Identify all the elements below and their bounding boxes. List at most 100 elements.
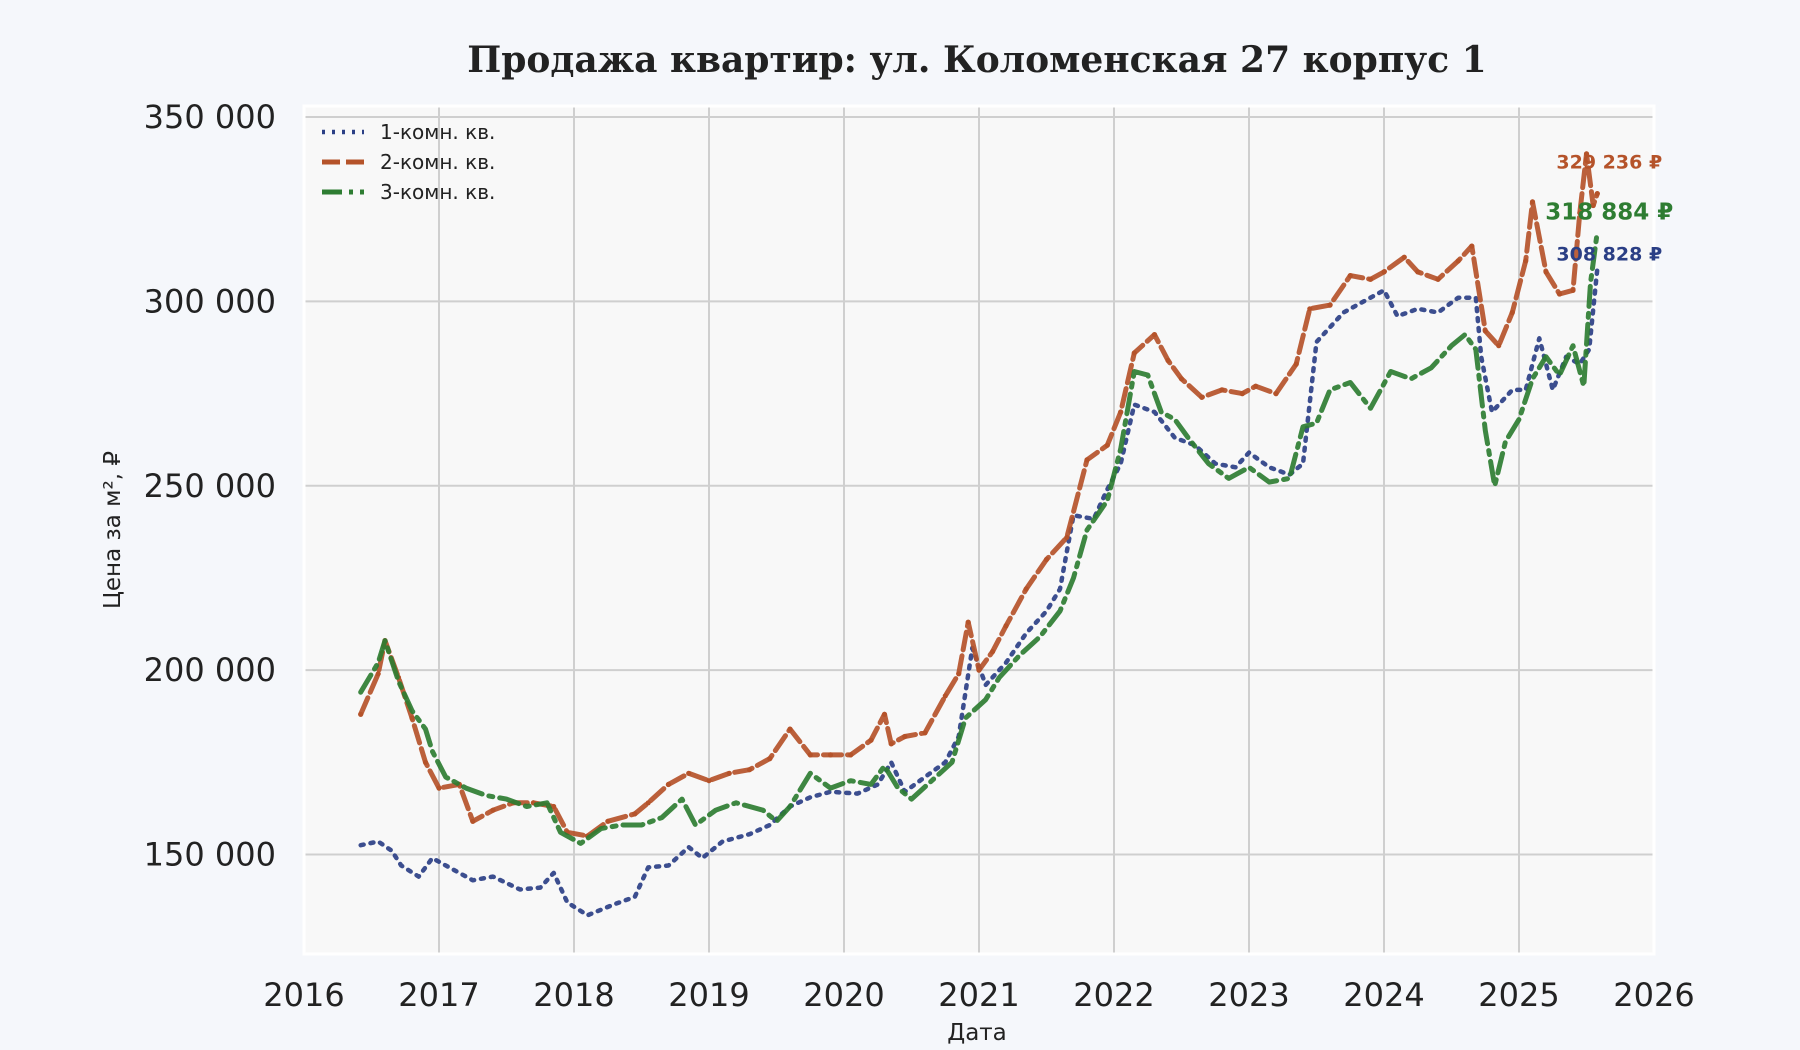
series-point-2room bbox=[1455, 258, 1461, 264]
series-point-2room bbox=[888, 741, 894, 747]
series-point-2room bbox=[1199, 394, 1205, 400]
series-point-2room bbox=[767, 756, 773, 762]
series-point-2room bbox=[665, 781, 672, 788]
x-tick-label: 2026 bbox=[1613, 976, 1694, 1014]
legend-label-2room: 2-комн. кв. bbox=[380, 150, 495, 174]
series-point-2room bbox=[436, 785, 442, 791]
series-point-2room bbox=[1367, 276, 1374, 282]
series-point-2room bbox=[807, 752, 813, 758]
series-point-2room bbox=[1523, 258, 1529, 264]
end-labels: 329 236 ₽ 318 884 ₽ 308 828 ₽ bbox=[1545, 151, 1673, 265]
legend-item-3room[interactable]: 3-комн. кв. bbox=[322, 180, 495, 204]
series-point-2room bbox=[706, 778, 712, 784]
series-point-2room bbox=[605, 818, 611, 824]
legend-item-2room[interactable]: 2-комн. кв. bbox=[322, 150, 495, 174]
series-point-2room bbox=[1570, 287, 1576, 293]
series-point-2room bbox=[1104, 442, 1110, 448]
series-point-2room bbox=[1347, 273, 1353, 279]
x-tick-label: 2018 bbox=[533, 976, 614, 1014]
series-point-2room bbox=[1023, 586, 1029, 592]
series-point-2room bbox=[1219, 387, 1225, 393]
series-point-2room bbox=[1415, 269, 1421, 275]
series-point-2room bbox=[1577, 210, 1583, 216]
series-point-2room bbox=[1482, 328, 1488, 334]
y-tick-label: 250 000 bbox=[144, 467, 276, 505]
series-point-2room bbox=[358, 711, 364, 717]
series-point-2room bbox=[868, 737, 874, 743]
series-point-2room bbox=[989, 649, 996, 655]
series-point-2room bbox=[1529, 199, 1536, 205]
series-point-2room bbox=[1064, 534, 1070, 541]
end-value-label-3room: 318 884 ₽ bbox=[1545, 200, 1673, 226]
series-line-3room[interactable] bbox=[358, 229, 1600, 846]
series-point-2room bbox=[965, 619, 971, 625]
series-point-2room bbox=[1469, 243, 1475, 249]
series-point-2room bbox=[409, 715, 415, 721]
series-point-2room bbox=[1307, 306, 1313, 312]
legend-item-1room[interactable]: 1-комн. кв. bbox=[322, 120, 495, 144]
legend: 1-комн. кв. 2-комн. кв. 3-комн. кв. bbox=[322, 120, 495, 204]
series-point-2room bbox=[1178, 376, 1185, 382]
series-point-2room bbox=[1509, 309, 1515, 316]
series-point-2room bbox=[726, 770, 732, 776]
x-axis-label: Дата bbox=[947, 1020, 1007, 1046]
series-point-2room bbox=[1043, 556, 1050, 563]
series-point-2room bbox=[1239, 391, 1245, 397]
plot-frame bbox=[302, 104, 1656, 956]
series-point-2room bbox=[881, 711, 888, 717]
series-point-2room bbox=[1381, 269, 1387, 275]
end-value-label-1room: 308 828 ₽ bbox=[1556, 243, 1662, 265]
series-point-2room bbox=[922, 730, 928, 736]
legend-label-3room: 3-комн. кв. bbox=[380, 180, 495, 204]
series-point-2room bbox=[1543, 269, 1549, 275]
y-tick-label: 200 000 bbox=[144, 651, 276, 689]
series-point-2room bbox=[470, 818, 476, 824]
x-tick-labels: 2016 2017 2018 2019 2020 2021 2022 2023 2024 2025… bbox=[263, 976, 1694, 1014]
x-tick-label: 2016 bbox=[263, 976, 344, 1014]
x-tick-label: 2020 bbox=[803, 976, 884, 1014]
x-tick-label: 2019 bbox=[668, 976, 749, 1014]
series-point-2room bbox=[1590, 202, 1596, 209]
series-point-2room bbox=[1583, 151, 1590, 157]
series-point-2room bbox=[1327, 302, 1333, 308]
series-point-2room bbox=[902, 733, 908, 740]
series-point-2room bbox=[375, 671, 381, 677]
series-point-2room bbox=[1496, 343, 1502, 349]
series-point-2room bbox=[1253, 383, 1259, 389]
series-point-2room bbox=[787, 726, 793, 732]
series-point-2room bbox=[1151, 332, 1158, 338]
y-tick-label: 350 000 bbox=[144, 98, 276, 136]
series-point-2room bbox=[422, 759, 429, 765]
x-tick-label: 2021 bbox=[938, 976, 1019, 1014]
x-tick-label: 2017 bbox=[398, 976, 479, 1014]
series-point-2room bbox=[1401, 254, 1407, 260]
chart-title: Продажа квартир: ул. Коломенская 27 корп… bbox=[467, 39, 1486, 81]
legend-label-1room: 1-комн. кв. bbox=[380, 120, 495, 144]
series-point-2room bbox=[827, 752, 834, 758]
series-layer bbox=[358, 151, 1600, 918]
x-tick-label: 2025 bbox=[1478, 976, 1559, 1014]
series-point-2room bbox=[1273, 391, 1279, 397]
series-point-2room bbox=[645, 800, 651, 806]
y-tick-labels: 150 000 200 000 250 000 300 000 350 000 bbox=[144, 98, 276, 873]
series-point-2room bbox=[1435, 276, 1441, 282]
series-point-2room bbox=[956, 671, 962, 677]
series-point-2room bbox=[746, 767, 753, 773]
series-point-2room bbox=[632, 811, 638, 817]
series-point-2room bbox=[942, 693, 948, 699]
series-line-1room[interactable] bbox=[358, 266, 1600, 918]
series-point-2room bbox=[1556, 291, 1563, 297]
series-point-2room bbox=[490, 807, 496, 813]
y-axis-label: Цена за м², ₽ bbox=[100, 451, 126, 609]
series-point-2room bbox=[976, 667, 982, 673]
series-point-2room bbox=[1165, 357, 1171, 363]
x-tick-label: 2022 bbox=[1073, 976, 1154, 1014]
series-point-2room bbox=[1118, 409, 1124, 415]
y-tick-label: 150 000 bbox=[144, 835, 276, 873]
x-tick-label: 2024 bbox=[1343, 976, 1424, 1014]
series-point-2room bbox=[1594, 191, 1600, 197]
series-point-2room bbox=[1084, 457, 1090, 463]
series-point-2room bbox=[1293, 361, 1299, 367]
